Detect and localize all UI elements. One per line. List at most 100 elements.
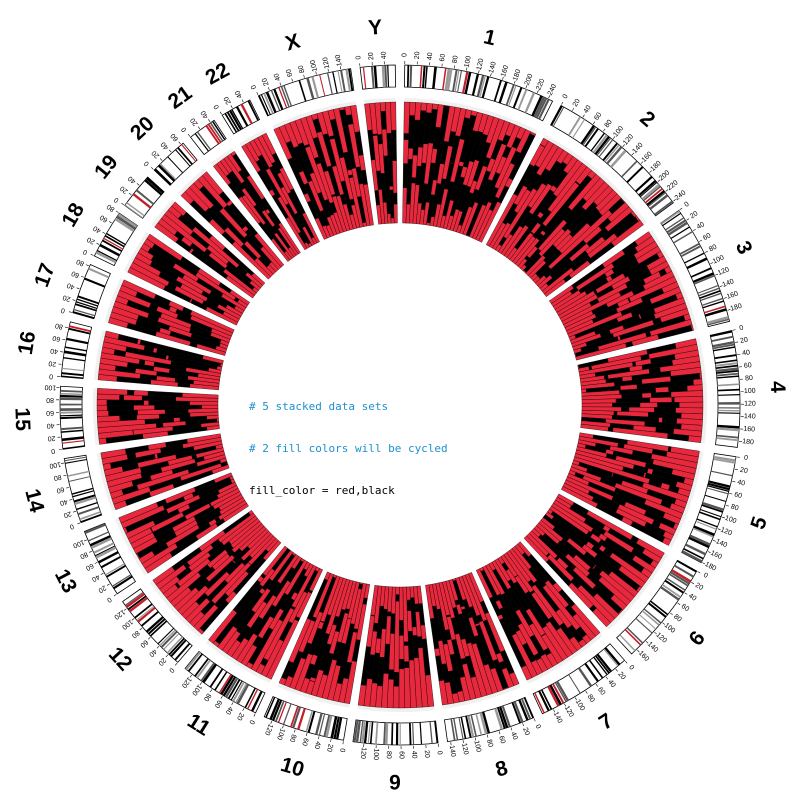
tick-mark <box>197 126 201 130</box>
tick-label: 60 <box>497 735 506 745</box>
cytoband <box>596 137 612 156</box>
ideogram-chrX <box>257 68 355 117</box>
cytoband <box>61 367 84 372</box>
cytoband <box>716 434 739 439</box>
tick-label: 0 <box>250 83 258 90</box>
cytoband <box>482 711 491 734</box>
tick-mark <box>76 287 80 290</box>
tick-label: 120 <box>359 747 367 759</box>
cytoband <box>447 68 453 91</box>
cytoband <box>95 546 117 559</box>
histogram-bar <box>403 641 409 646</box>
tick-mark <box>94 562 98 564</box>
cytoband <box>391 722 394 745</box>
histogram-bar <box>201 171 224 196</box>
cytoband <box>225 677 239 698</box>
cytoband <box>450 718 456 741</box>
histogram-bar <box>96 410 109 417</box>
cytoband <box>708 480 731 488</box>
tick-mark <box>502 76 504 80</box>
tick-label: 120 <box>263 723 274 737</box>
cytoband <box>673 564 695 578</box>
histogram-bar <box>96 399 108 406</box>
cytoband <box>671 569 692 583</box>
histogram-bar <box>398 620 404 636</box>
chromosome-label-8: 8 <box>493 756 511 781</box>
tick-mark <box>128 192 132 196</box>
cytoband <box>713 346 736 352</box>
cytoband <box>432 66 437 89</box>
cytoband <box>711 335 734 343</box>
ideogram-chr2 <box>550 104 674 217</box>
cytoband <box>61 375 84 379</box>
cytoband <box>348 68 354 91</box>
histogram-bar <box>690 324 694 331</box>
cytoband <box>454 70 460 92</box>
tick-label: 160 <box>641 151 654 164</box>
cytoband <box>610 149 627 168</box>
cytoband <box>688 536 710 549</box>
tick-mark <box>462 740 464 744</box>
tick-mark <box>697 571 701 574</box>
tick-label: 160 <box>500 64 510 77</box>
tick-label: 60 <box>46 409 54 416</box>
cytoband <box>681 550 703 563</box>
tick-mark <box>719 285 723 287</box>
tick-label: 80 <box>297 64 306 74</box>
cytoband <box>679 242 700 255</box>
tick-mark <box>525 85 528 89</box>
tick-label: 80 <box>672 613 683 623</box>
cytoband <box>707 482 730 491</box>
tick-mark <box>208 119 211 122</box>
tick-label: 100 <box>612 125 625 139</box>
cytoband <box>667 221 688 236</box>
chromosome-label-9: 9 <box>389 771 401 794</box>
cytoband <box>649 194 669 210</box>
cytoband <box>683 548 704 560</box>
tick-mark <box>219 111 222 115</box>
histogram-bar <box>106 399 144 406</box>
histogram-bar <box>675 407 704 414</box>
cytoband <box>606 146 623 165</box>
cytoband <box>424 66 428 89</box>
tick-label: 20 <box>740 337 749 345</box>
cytoband <box>520 698 532 720</box>
cytoband <box>71 487 94 495</box>
histogram-bar <box>154 404 202 410</box>
tick-label: 120 <box>622 133 635 146</box>
tick-mark <box>282 725 284 729</box>
histogram-bar <box>133 404 155 411</box>
tick-mark <box>156 645 160 649</box>
cytoband <box>717 424 740 429</box>
tick-label: 80 <box>53 473 62 481</box>
histogram-bar <box>409 101 416 116</box>
cytoband <box>64 458 87 464</box>
cytoband <box>236 683 250 705</box>
cytoband <box>157 627 175 645</box>
chromosome-label-X: X <box>283 30 303 56</box>
cytoband <box>639 181 658 198</box>
cytoband <box>670 226 690 239</box>
cytoband <box>470 714 477 737</box>
chromosome-label-13: 13 <box>50 565 81 596</box>
tick-label: 20 <box>694 582 704 592</box>
cytoband <box>283 85 293 107</box>
cytoband <box>124 204 144 219</box>
cytoband <box>706 316 729 325</box>
histogram-bar <box>137 409 166 416</box>
tick-label: 40 <box>46 421 54 428</box>
cytoband <box>494 708 504 730</box>
histogram-bar <box>100 448 127 459</box>
cytoband <box>662 212 682 227</box>
cytoband <box>505 84 515 106</box>
chromosome-label-12: 12 <box>104 643 137 676</box>
tick-mark <box>178 141 181 145</box>
cytoband <box>458 717 464 740</box>
cytoband <box>134 603 153 619</box>
tick-mark <box>622 144 625 147</box>
histogram-bar <box>414 603 420 613</box>
cytoband <box>209 122 224 142</box>
tick-mark <box>717 528 721 531</box>
cytoband <box>84 277 106 288</box>
tick-mark <box>230 105 233 109</box>
